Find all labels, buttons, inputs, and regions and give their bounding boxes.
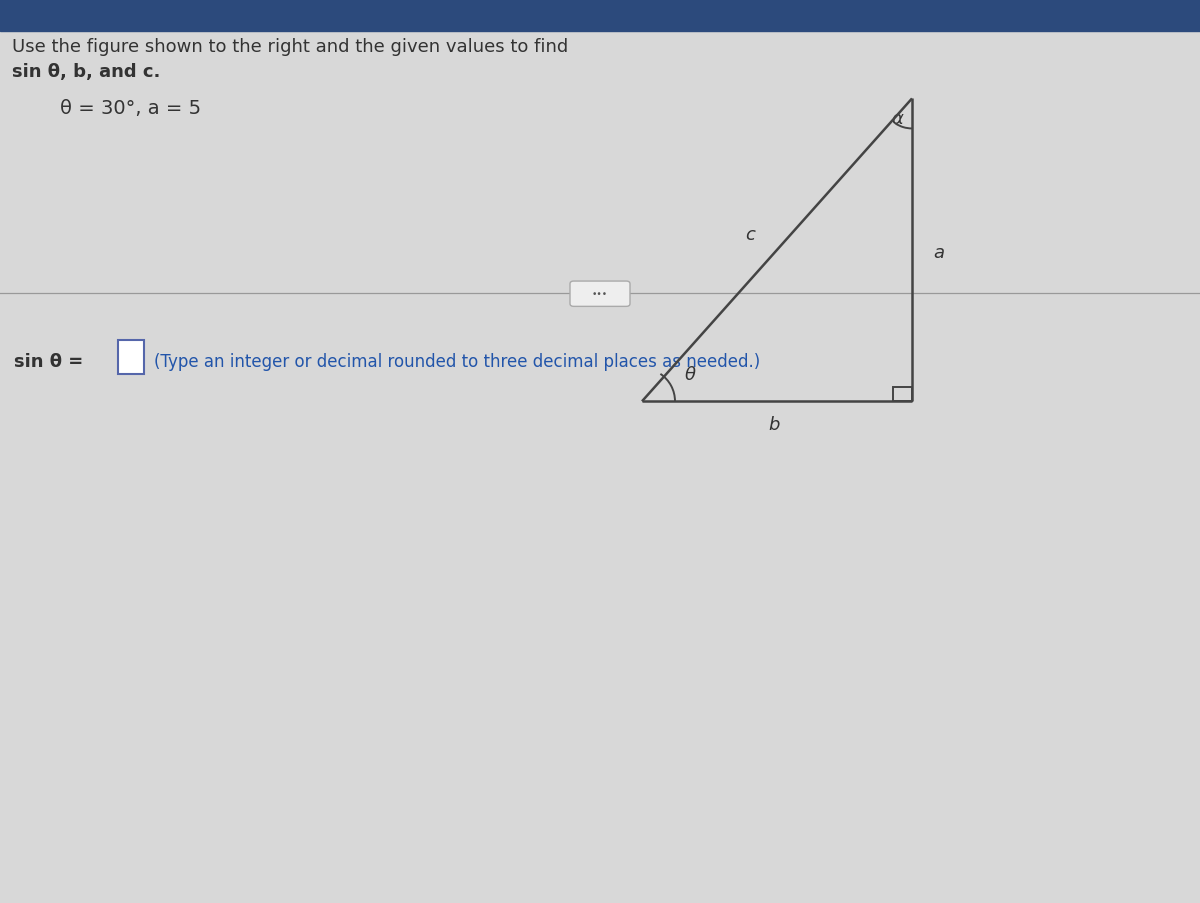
Bar	[118, 340, 144, 375]
Text: sin θ =: sin θ =	[14, 352, 84, 370]
Bar	[0, 0, 1200, 32]
Text: (Type an integer or decimal rounded to three decimal places as needed.): (Type an integer or decimal rounded to t…	[154, 352, 760, 370]
Text: •••: •••	[592, 290, 608, 299]
Text: a: a	[932, 244, 944, 262]
Text: c: c	[745, 226, 755, 244]
Text: sin θ, b, and c.: sin θ, b, and c.	[12, 63, 161, 81]
FancyBboxPatch shape	[570, 282, 630, 307]
Text: α: α	[892, 110, 904, 128]
Bar	[893, 387, 912, 402]
Text: Use the figure shown to the right and the given values to find: Use the figure shown to the right and th…	[12, 38, 569, 56]
Text: θ = 30°, a = 5: θ = 30°, a = 5	[60, 99, 202, 118]
Text: θ: θ	[684, 366, 696, 384]
Text: b: b	[768, 415, 780, 433]
